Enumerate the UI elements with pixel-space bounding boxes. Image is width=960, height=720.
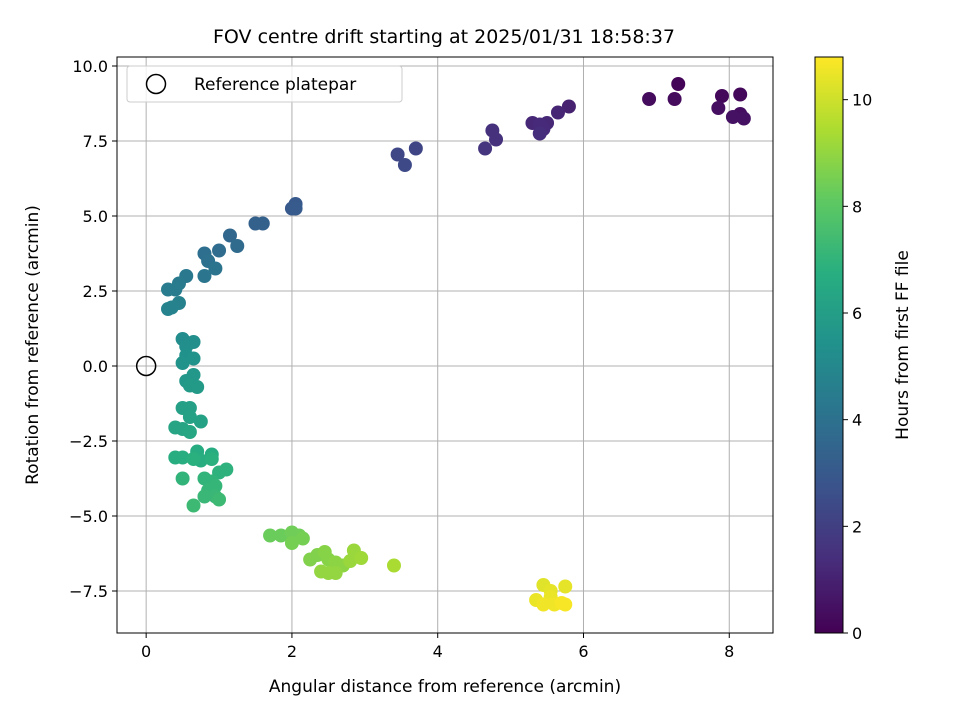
data-point (343, 554, 358, 568)
y-tick-label: 0.0 (83, 357, 108, 376)
data-point (489, 132, 504, 147)
data-point (274, 528, 288, 543)
data-point (186, 452, 201, 466)
data-point (230, 239, 245, 253)
data-point (558, 579, 573, 594)
grid-lines (117, 57, 773, 633)
data-point (161, 302, 176, 316)
data-point (671, 77, 686, 91)
legend-entry-reference: Reference platepar (194, 75, 356, 95)
data-point (197, 269, 212, 283)
y-tick-label: 2.5 (83, 282, 108, 301)
y-axis-label: Rotation from reference (arcmin) (23, 205, 43, 485)
data-point (711, 101, 726, 115)
colorbar-tick-label: 8 (852, 197, 862, 216)
colorbar-tick-label: 10 (852, 91, 872, 110)
data-point (186, 498, 201, 513)
colorbar-label: Hours from first FF file (893, 250, 913, 440)
data-point (175, 356, 190, 370)
legend: Reference platepar (126, 65, 403, 103)
x-tick-label: 0 (141, 642, 151, 661)
data-point (175, 450, 190, 465)
colorbar-tick-label: 0 (852, 624, 862, 643)
x-axis-label: Angular distance from reference (arcmin) (269, 677, 621, 697)
data-point (714, 89, 729, 103)
data-point (288, 201, 303, 216)
colorbar-tick-label: 6 (852, 304, 862, 323)
data-point (390, 147, 405, 162)
data-point (182, 410, 197, 424)
x-tick-label: 8 (724, 642, 734, 661)
legend-marker-reference-icon (145, 73, 167, 95)
data-point (212, 243, 227, 258)
data-point (182, 378, 197, 393)
data-point (193, 414, 208, 429)
colorbar-ticks: 0 2 4 6 8 10 (843, 91, 872, 643)
reference-platepar-marker (135, 355, 157, 377)
data-point (161, 282, 176, 297)
data-point (208, 261, 223, 276)
data-point (558, 597, 573, 612)
data-point (284, 536, 299, 550)
data-point (736, 111, 751, 126)
data-point (204, 452, 219, 466)
plot-frame (116, 56, 774, 634)
data-point (561, 99, 576, 114)
data-point (222, 228, 237, 243)
data-point (408, 141, 423, 156)
data-point (532, 126, 547, 141)
y-tick-label: 7.5 (83, 132, 108, 151)
colorbar-tick-label: 4 (852, 411, 862, 430)
y-tick-label: 10.0 (72, 57, 108, 76)
data-point (733, 87, 748, 102)
data-point (295, 531, 310, 546)
x-tick-label: 6 (578, 642, 588, 661)
colorbar: 0 2 4 6 8 10 Hours from first FF file (814, 56, 913, 643)
x-tick-label: 2 (287, 642, 297, 661)
data-point (197, 489, 212, 504)
data-point (212, 492, 227, 507)
x-tick-label: 4 (433, 642, 443, 661)
y-tick-label: −2.5 (69, 432, 108, 451)
data-point (354, 551, 369, 565)
data-point (263, 528, 278, 543)
data-point (725, 110, 740, 124)
data-point (642, 92, 657, 106)
data-point (386, 558, 401, 573)
chart-title: FOV centre drift starting at 2025/01/31 … (213, 26, 675, 48)
data-point (667, 92, 682, 106)
data-point (397, 158, 412, 172)
y-tick-label: −7.5 (69, 582, 108, 601)
data-point (186, 351, 201, 366)
data-point (175, 471, 190, 486)
colorbar-tick-label: 2 (852, 517, 862, 536)
data-point (182, 425, 197, 439)
y-tick-label: 5.0 (83, 207, 108, 226)
data-points (135, 77, 751, 612)
y-tick-label: −5.0 (69, 507, 108, 526)
data-point (550, 105, 565, 120)
data-point (328, 566, 343, 580)
legend-box (126, 65, 403, 103)
data-point (248, 216, 263, 231)
axis-ticks: 0 2 4 6 8 −7.5 −5.0 −2.5 0.0 2.5 5.0 7.5 10.0 (69, 57, 734, 661)
data-point (536, 597, 551, 612)
data-point (478, 141, 493, 156)
colorbar-gradient (814, 56, 844, 634)
